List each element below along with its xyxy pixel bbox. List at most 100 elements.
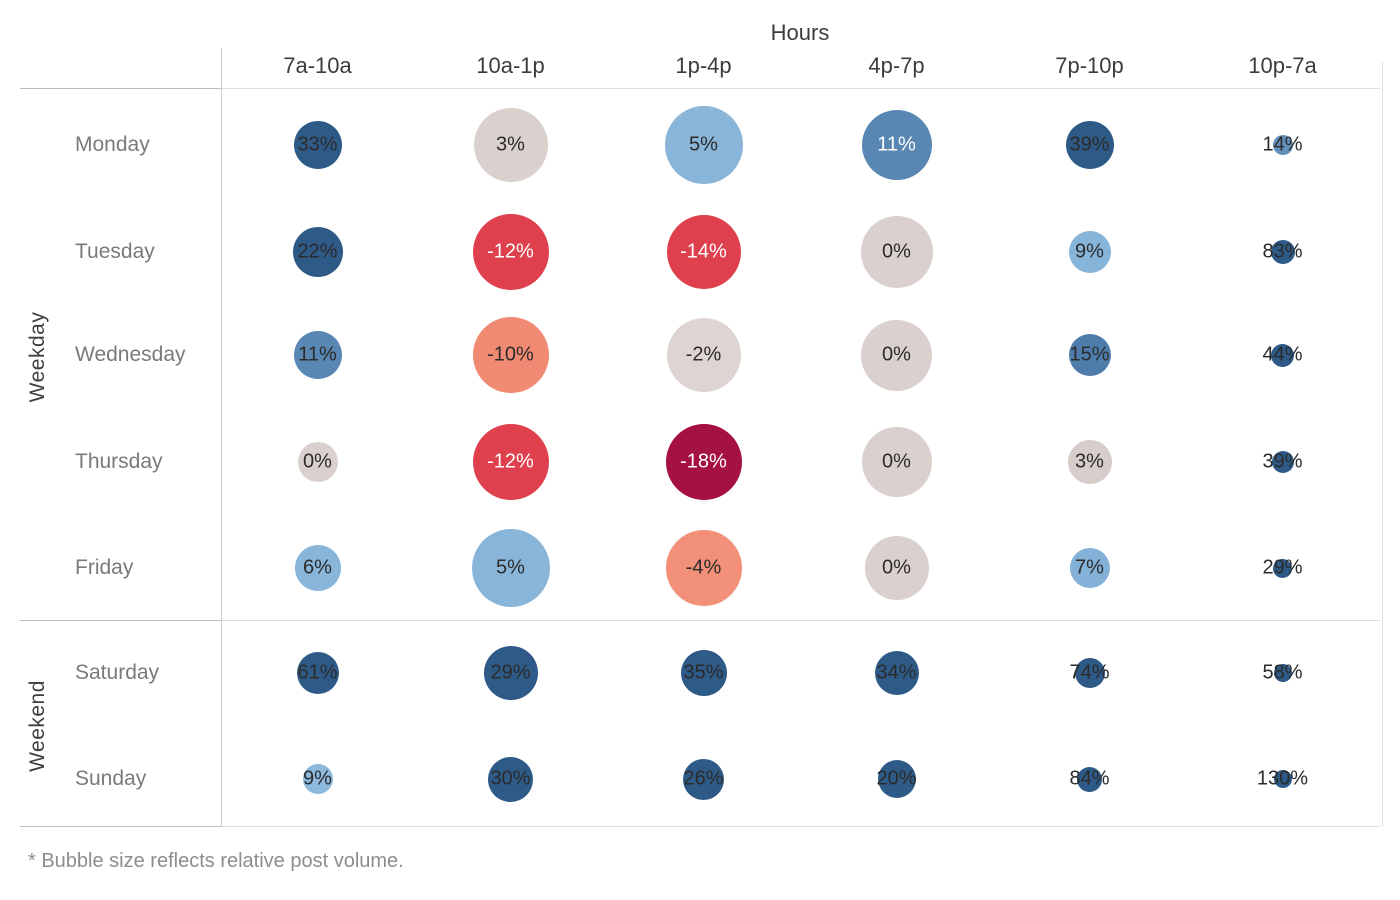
bubble-mark[interactable]	[302, 764, 333, 794]
bubble-value-label: -12%	[487, 240, 534, 262]
bubble-value-label: 5%	[496, 556, 525, 579]
bubble-mark[interactable]	[665, 530, 742, 606]
bubble-mark[interactable]	[294, 545, 341, 591]
bubble-mark[interactable]	[1074, 658, 1105, 688]
left-axis-line	[221, 48, 222, 827]
bubble-value-label: 35%	[683, 661, 724, 684]
bubble-mark[interactable]	[293, 121, 342, 169]
bubble-mark[interactable]	[488, 756, 533, 802]
bubble-mark[interactable]	[860, 215, 933, 288]
bubble-value-label: 39%	[1262, 450, 1303, 472]
column-header: 7p-10p	[1055, 53, 1124, 78]
bubble-mark[interactable]	[473, 108, 548, 182]
bubble-value-label: 44%	[1262, 343, 1303, 366]
bubble-value-label: 11%	[877, 133, 916, 156]
bubble-value-label: 11%	[298, 343, 337, 366]
bubble-mark[interactable]	[1273, 770, 1292, 788]
bubble-mark[interactable]	[483, 646, 538, 700]
column-header: 1p-4p	[675, 53, 732, 78]
bubble-value-label: 0%	[882, 343, 911, 366]
bubble-value-label: 34%	[876, 661, 917, 684]
bubble-mark[interactable]	[1077, 766, 1102, 792]
bubble-value-label: -4%	[685, 556, 722, 579]
bubble-value-label: 84%	[1069, 767, 1110, 790]
bubble-mark[interactable]	[293, 331, 342, 379]
bubble-value-label: 33%	[297, 133, 338, 156]
bubble-value-label: -10%	[487, 343, 534, 366]
bubble-mark[interactable]	[296, 652, 339, 694]
bubble-value-label: 0%	[882, 556, 911, 579]
row-label: Thursday	[75, 449, 163, 473]
bubble-mark[interactable]	[877, 760, 916, 798]
header-underline-right	[222, 88, 1380, 89]
bubble-value-label: 83%	[1262, 240, 1303, 262]
group-divider-right	[222, 620, 1380, 621]
x-axis-title: Hours	[770, 20, 830, 45]
footnote: * Bubble size reflects relative post vol…	[28, 850, 404, 872]
bubble-mark[interactable]	[1270, 239, 1295, 264]
row-label: Tuesday	[75, 239, 155, 263]
row-group-label: Weekend	[26, 680, 49, 772]
header-underline-left	[20, 88, 222, 89]
bubble-mark[interactable]	[292, 226, 343, 277]
bubble-mark[interactable]	[683, 758, 724, 800]
bubble-mark[interactable]	[864, 536, 929, 600]
row-label: Saturday	[75, 661, 160, 684]
bubble-value-label: -14%	[680, 240, 727, 262]
row-label: Friday	[75, 556, 134, 579]
bubble-value-label: 74%	[1069, 661, 1110, 684]
bubble-mark[interactable]	[680, 650, 727, 696]
bubble-value-label: 3%	[496, 133, 525, 156]
bubble-mark[interactable]	[297, 441, 338, 482]
bubble-mark[interactable]	[471, 529, 550, 607]
bubble-mark[interactable]	[1068, 334, 1111, 376]
row-group-label: Weekday	[26, 311, 49, 402]
bubble-value-label: 30%	[490, 767, 531, 790]
bubble-value-label: 0%	[303, 450, 332, 472]
bubble-value-label: -18%	[680, 450, 727, 472]
bubble-value-label: 5%	[689, 133, 718, 156]
bubble-value-label: 14%	[1262, 133, 1303, 156]
bubble-mark[interactable]	[665, 423, 742, 500]
bubble-value-label: 22%	[297, 240, 338, 262]
bubble-mark[interactable]	[1068, 230, 1111, 273]
bubble-mark[interactable]	[1067, 439, 1112, 484]
bubble-mark[interactable]	[874, 651, 919, 695]
bubble-value-label: 3%	[1075, 450, 1104, 472]
column-header: 10p-7a	[1248, 53, 1317, 78]
bubble-mark[interactable]	[861, 426, 932, 497]
bubble-value-label: 26%	[683, 767, 724, 790]
bubble-mark[interactable]	[472, 423, 549, 500]
bubble-mark[interactable]	[1271, 450, 1294, 473]
bubble-value-label: 0%	[882, 450, 911, 472]
bubble-mark[interactable]	[861, 319, 932, 391]
column-header: 7a-10a	[283, 53, 352, 78]
bubble-value-label: 9%	[303, 767, 332, 790]
bubble-mark[interactable]	[1273, 558, 1292, 578]
bubble-value-label: 130%	[1256, 767, 1309, 790]
bubble-value-label: 6%	[303, 556, 332, 579]
bubble-mark[interactable]	[1272, 135, 1293, 155]
bubble-value-label: 9%	[1075, 240, 1104, 262]
bubble-value-label: 7%	[1075, 556, 1104, 579]
bottom-border-right	[222, 826, 1380, 827]
bubble-value-label: 58%	[1262, 661, 1303, 684]
row-label: Monday	[75, 133, 150, 156]
bubble-mark[interactable]	[666, 214, 741, 289]
bubble-mark[interactable]	[1271, 343, 1294, 367]
bubble-mark[interactable]	[861, 110, 932, 180]
bubble-value-label: 29%	[1262, 556, 1303, 579]
bubble-mark[interactable]	[664, 106, 743, 184]
bubble-mark[interactable]	[472, 317, 549, 393]
bubble-mark[interactable]	[472, 213, 549, 290]
bubble-value-label: 20%	[876, 767, 917, 790]
row-label: Wednesday	[75, 343, 186, 366]
bubble-mark[interactable]	[1065, 121, 1114, 169]
column-header: 10a-1p	[476, 53, 545, 78]
bottom-border-left	[20, 826, 222, 827]
bubble-mark[interactable]	[1069, 548, 1110, 588]
row-label: Sunday	[75, 767, 147, 790]
bubble-mark[interactable]	[1273, 664, 1292, 682]
bubble-mark[interactable]	[666, 318, 741, 392]
